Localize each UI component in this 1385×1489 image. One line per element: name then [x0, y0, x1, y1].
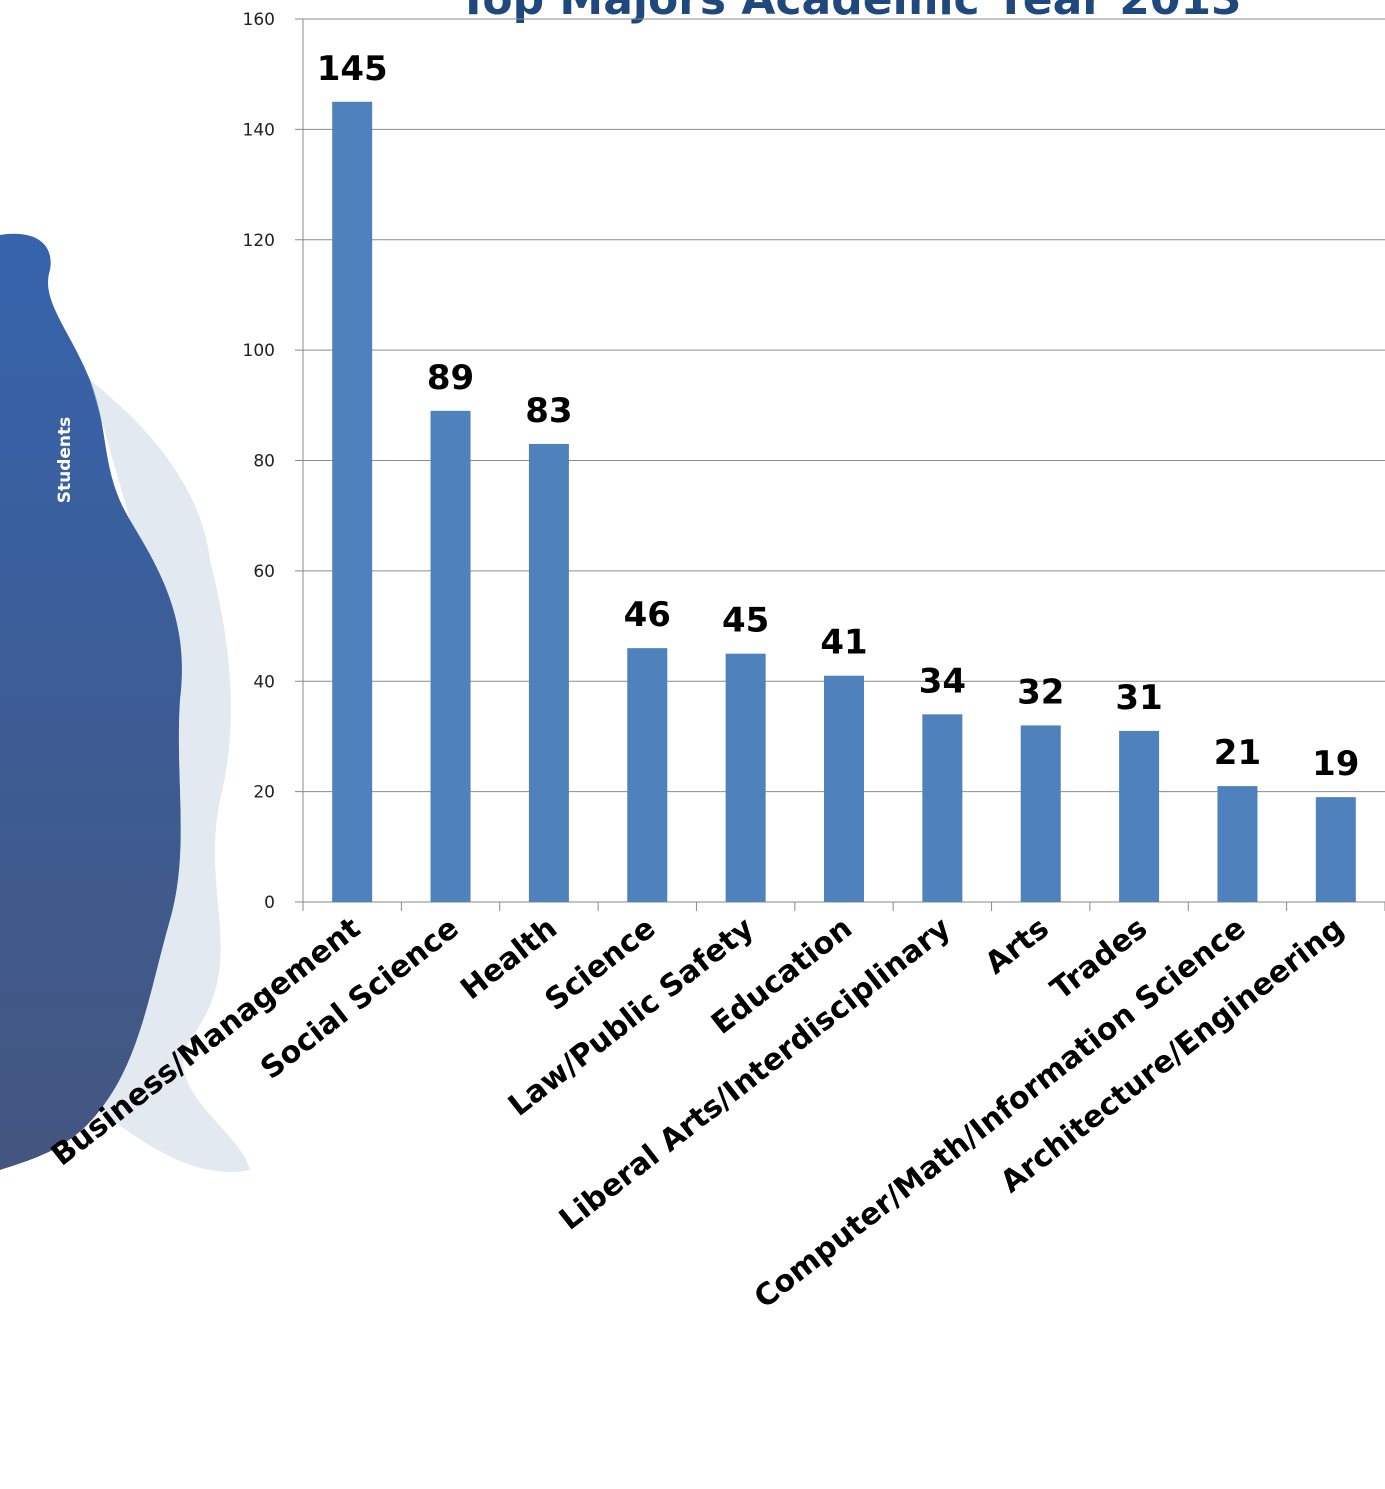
bar	[824, 675, 864, 902]
y-tick-label: 40	[253, 672, 275, 692]
y-tick-label: 140	[243, 120, 275, 140]
value-label: 145	[317, 49, 388, 89]
value-label: 46	[624, 595, 671, 635]
y-tick-label: 160	[243, 10, 275, 30]
bar	[725, 653, 766, 902]
background-splash	[0, 233, 182, 1171]
value-label: 83	[525, 391, 572, 431]
bar	[1020, 725, 1061, 902]
background-splash-fade	[90, 380, 250, 1172]
value-label: 32	[1017, 672, 1064, 712]
value-label: 89	[427, 358, 474, 398]
bar	[1217, 786, 1258, 902]
y-tick-label: 120	[243, 231, 275, 251]
bar	[332, 101, 373, 902]
bar	[627, 648, 668, 902]
bar	[528, 443, 569, 902]
y-tick-label: 0	[264, 893, 275, 913]
value-label: 31	[1115, 678, 1162, 718]
value-label: 19	[1312, 744, 1359, 784]
y-tick-label: 60	[253, 562, 275, 582]
bar	[1119, 730, 1160, 902]
chart-title: Top Majors Academic Year 2013	[458, 0, 1242, 25]
bar	[1315, 797, 1356, 902]
bar	[430, 410, 471, 902]
bar	[922, 714, 963, 902]
y-tick-label: 100	[243, 341, 275, 361]
y-tick-label: 20	[253, 783, 275, 803]
y-tick-label: 80	[253, 452, 275, 472]
value-label: 45	[722, 601, 769, 641]
y-axis-label: Students	[55, 417, 75, 504]
value-label: 21	[1214, 733, 1261, 773]
value-label: 41	[820, 623, 867, 663]
x-tick-label: Arts	[979, 911, 1056, 982]
value-label: 34	[919, 661, 966, 701]
